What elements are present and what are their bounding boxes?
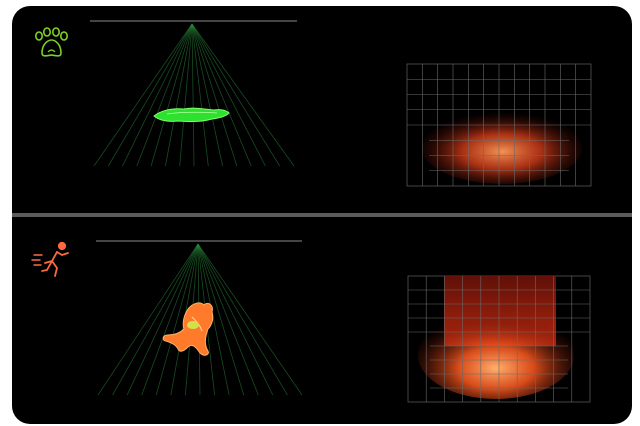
sensor-beam-line — [191, 23, 266, 167]
sensor-beam-line — [197, 243, 288, 396]
human-detection-panel — [12, 217, 632, 424]
fallen-person-figure — [162, 302, 214, 356]
panel-divider — [12, 213, 632, 217]
pet-figure — [153, 107, 230, 123]
sensor-beam-cone — [93, 23, 295, 167]
sensor-beam-line — [150, 23, 193, 167]
sensor-beam-line — [191, 23, 195, 167]
sensor-beam-line — [191, 23, 252, 167]
sensor-beam-line — [191, 23, 223, 167]
sensor-beam-line — [191, 23, 209, 167]
sensor-beam-line — [165, 23, 193, 167]
sensor-beam-line — [136, 23, 193, 167]
sensor-beam-line — [107, 23, 193, 167]
sensor-beam-line — [197, 243, 303, 396]
sensor-beam-line — [197, 243, 230, 396]
sensor-beam-line — [191, 23, 238, 167]
sensor-beam-line — [112, 243, 199, 396]
sensor-beam-line — [126, 243, 199, 396]
sensor-beam-line — [191, 23, 295, 167]
human-heat-map — [407, 275, 591, 403]
pet-detection-panel — [12, 6, 632, 213]
sensor-beam-line — [155, 243, 199, 396]
pet-heat-map — [406, 63, 592, 187]
sensor-beam-line — [197, 243, 274, 396]
sensor-beam-line — [197, 243, 245, 396]
running-person-icon — [31, 241, 69, 277]
sensor-visual-card — [12, 6, 632, 424]
sensor-beam-line — [141, 243, 199, 396]
sensor-beam-line — [97, 243, 199, 396]
paw-icon — [34, 27, 68, 57]
sensor-beam-line — [191, 23, 281, 167]
sensor-beam-line — [122, 23, 193, 167]
sensor-beam-line — [93, 23, 193, 167]
sensor-beam-line — [179, 23, 193, 167]
sensor-beam-line — [197, 243, 259, 396]
